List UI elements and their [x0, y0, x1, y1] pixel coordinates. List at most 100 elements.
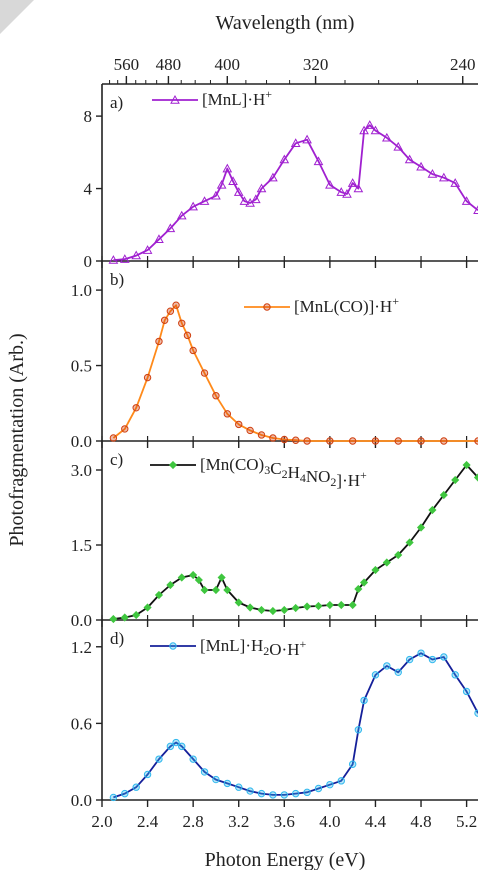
- panel-a-point: [199, 196, 210, 205]
- panel-b-point: [160, 316, 169, 324]
- panel-b-point: [235, 420, 243, 429]
- panel-c-point: [234, 598, 243, 607]
- panel-d-point: [440, 653, 448, 661]
- panel-b-y-tick-label: 0.5: [71, 357, 92, 376]
- top-axis-tick-label: 480: [156, 55, 182, 74]
- panel-a-point: [370, 125, 381, 135]
- x-axis-title: Photon Energy (eV): [205, 849, 366, 870]
- x-axis-tick-label: 4.0: [319, 812, 340, 831]
- panel-a-point: [364, 120, 375, 129]
- panel-d-point: [189, 755, 197, 763]
- panel-c-point: [371, 565, 380, 575]
- x-axis-tick-label: 2.0: [91, 812, 112, 831]
- panel-c-series-line: [113, 464, 478, 620]
- panel-b-point: [326, 437, 334, 445]
- panel-d-y-tick-label: 0.0: [71, 791, 92, 810]
- panel-c-point: [109, 614, 118, 624]
- panel-c-point: [394, 550, 403, 560]
- panel-c-y-tick-label: 0.0: [71, 611, 92, 630]
- panel-b-series-line: [112, 304, 478, 442]
- panel-d-point: [280, 791, 289, 799]
- panel-c-y-tick-label: 1.5: [71, 536, 92, 555]
- panel-d-point: [462, 687, 471, 696]
- panel-c-point: [154, 590, 164, 600]
- panel-a-point: [353, 183, 364, 193]
- panel-c-point: [257, 605, 266, 615]
- panel-c-point: [428, 505, 437, 515]
- panel-a-series-line: [113, 124, 478, 261]
- panel-d-point: [212, 775, 220, 784]
- x-axis-tick-label: 2.4: [137, 812, 159, 831]
- panel-c-point: [200, 585, 209, 595]
- panel-a-point: [279, 154, 290, 164]
- panel-c-point: [337, 600, 346, 610]
- panel-a-point: [250, 194, 261, 204]
- x-axis-tick-label: 4.4: [365, 812, 387, 831]
- panel-d-point: [172, 738, 180, 747]
- panel-b-point: [132, 404, 140, 412]
- panel-c-point: [189, 570, 198, 580]
- top-axis-tick-label: 560: [114, 55, 140, 74]
- panel-a-point: [216, 179, 227, 189]
- panel-b-point: [223, 410, 232, 418]
- panel-c-point: [303, 602, 312, 611]
- panel-b-point: [291, 436, 300, 444]
- panel-a-point: [211, 190, 221, 200]
- panel-c-point: [348, 600, 357, 610]
- page-corner-fold: [0, 0, 34, 34]
- panel-a-point: [256, 183, 267, 193]
- panel-c-point: [405, 538, 414, 547]
- panel-a-point: [404, 154, 415, 164]
- panel-a-point: [228, 176, 238, 186]
- panel-c-point: [439, 490, 448, 500]
- panel-a-point: [473, 205, 478, 214]
- panel-a-point: [239, 196, 250, 205]
- panel-d-point: [383, 662, 391, 670]
- panel-c-point: [246, 603, 255, 612]
- panel-c-point: [473, 473, 478, 482]
- panel-b-point: [280, 435, 289, 444]
- panel-d-point: [200, 768, 209, 776]
- panel-a-point: [131, 250, 142, 260]
- panel-c-legend-label: [Mn(CO)3C2H4NO2]·H+: [200, 455, 367, 490]
- panel-a-point: [176, 210, 187, 220]
- panel-d-legend-point: [169, 642, 177, 650]
- top-axis-title: Wavelength (nm): [216, 12, 355, 34]
- panel-b-letter: b): [110, 270, 124, 289]
- panel-c-letter: c): [110, 450, 123, 469]
- panel-c-point: [451, 475, 460, 485]
- panel-a-point: [347, 178, 358, 187]
- panel-d-point: [337, 777, 345, 785]
- panel-d-point: [394, 668, 402, 677]
- panel-a-point: [461, 196, 472, 205]
- x-axis-tick-label: 3.6: [274, 812, 295, 831]
- panel-c-point: [143, 603, 152, 612]
- panel-d-point: [428, 655, 437, 664]
- panel-b-point: [394, 437, 402, 445]
- panel-d-series-line: [113, 652, 478, 799]
- panel-a-point: [381, 132, 392, 142]
- panel-c-point: [268, 606, 277, 616]
- panel-b-point: [121, 425, 129, 433]
- panel-a-point: [188, 201, 199, 211]
- panel-a-point: [438, 172, 449, 182]
- panel-a-point: [165, 223, 176, 233]
- panel-b-point: [189, 346, 197, 355]
- panel-d-point: [326, 780, 334, 789]
- panel-d-point: [269, 791, 277, 799]
- panel-c-point: [132, 610, 141, 620]
- panel-d-point: [166, 742, 175, 751]
- panel-b-legend-label: [MnL(CO)]·H+: [294, 294, 399, 316]
- panel-c-point: [223, 585, 232, 595]
- panel-a-point: [302, 134, 312, 144]
- panel-c-point: [314, 601, 323, 611]
- panel-b-y-tick-label: 0.0: [71, 432, 92, 451]
- top-axis-tick-label: 400: [215, 55, 241, 74]
- panel-d-point: [417, 649, 425, 657]
- panel-c-y-tick-label: 3.0: [71, 461, 92, 480]
- panel-d-point: [405, 655, 414, 664]
- panel-a-point: [119, 254, 130, 263]
- panel-d-point: [314, 784, 323, 793]
- x-axis-tick-label: 3.2: [228, 812, 249, 831]
